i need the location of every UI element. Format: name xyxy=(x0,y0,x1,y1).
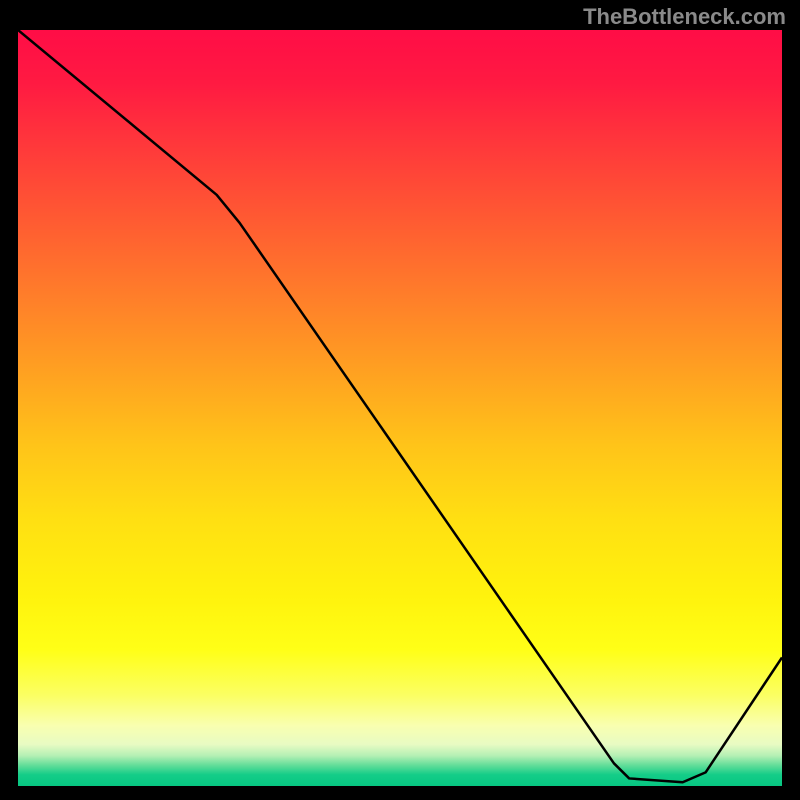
watermark-text: TheBottleneck.com xyxy=(583,4,786,30)
chart-line xyxy=(18,30,782,786)
chart-plot-area xyxy=(18,30,782,786)
